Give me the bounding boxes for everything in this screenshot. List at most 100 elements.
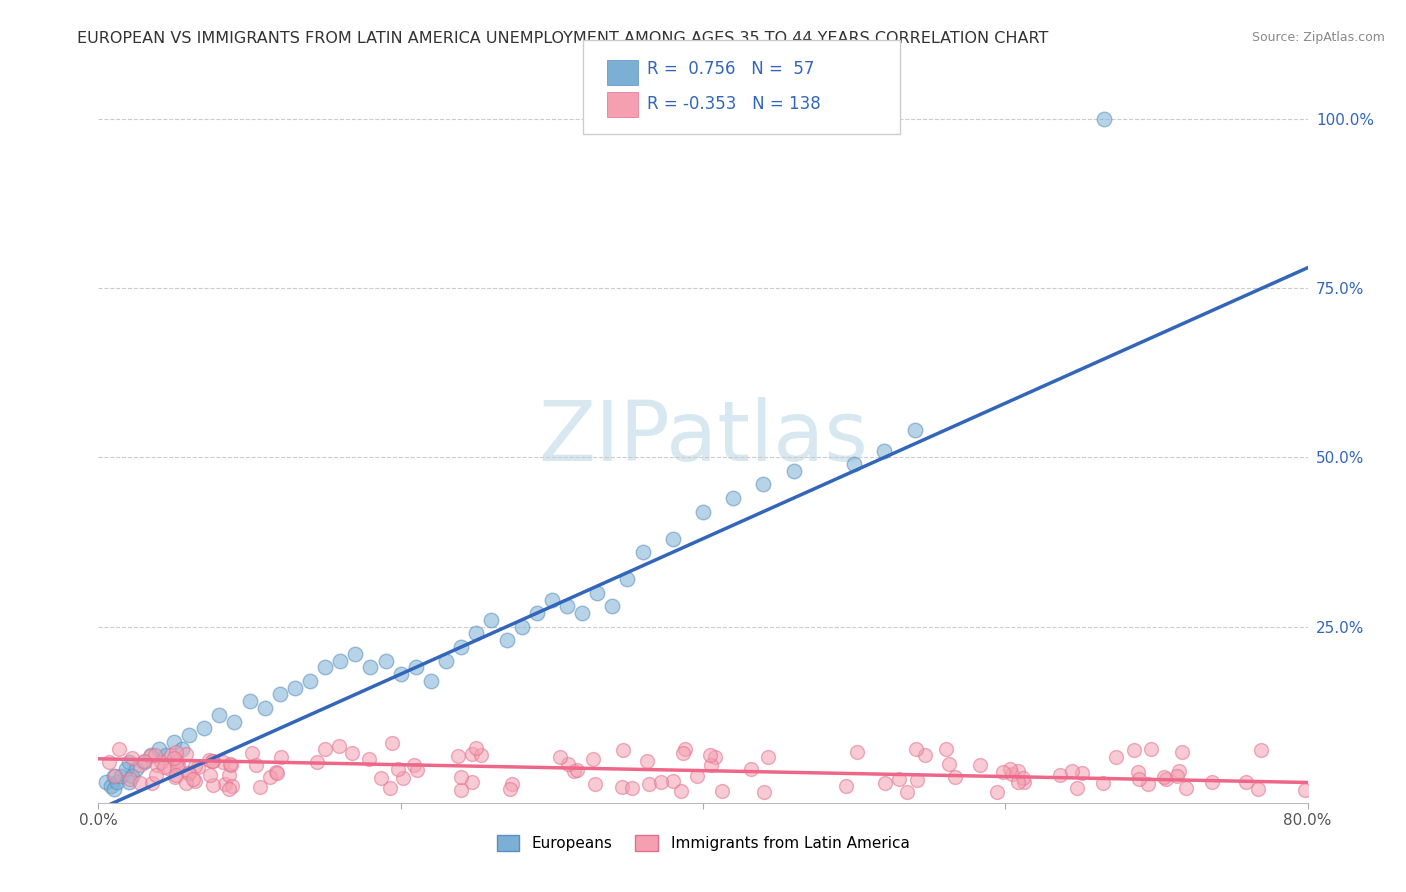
Point [163, 751, 186, 765]
Text: EUROPEAN VS IMMIGRANTS FROM LATIN AMERICA UNEMPLOYMENT AMONG AGES 35 TO 44 YEARS: EUROPEAN VS IMMIGRANTS FROM LATIN AMERIC… [77, 31, 1049, 46]
Point [202, 778, 225, 792]
Point [1247, 781, 1270, 796]
Point [565, 763, 588, 777]
Point [214, 777, 236, 791]
Point [783, 464, 806, 478]
Point [259, 770, 281, 784]
Text: Source: ZipAtlas.com: Source: ZipAtlas.com [1251, 31, 1385, 45]
Point [120, 772, 142, 787]
Point [305, 755, 328, 769]
Point [914, 748, 936, 763]
Point [501, 777, 523, 791]
Point [571, 606, 593, 620]
Point [1170, 745, 1192, 759]
Point [198, 768, 221, 782]
Point [165, 768, 187, 782]
Point [1234, 775, 1257, 789]
Point [181, 772, 204, 787]
Point [1012, 775, 1035, 789]
Point [540, 592, 562, 607]
Point [661, 532, 683, 546]
Point [998, 762, 1021, 776]
Point [177, 766, 200, 780]
Point [450, 770, 472, 784]
Point [387, 763, 409, 777]
Text: R =  0.756   N =  57: R = 0.756 N = 57 [647, 60, 814, 78]
Point [450, 783, 472, 797]
Point [174, 776, 197, 790]
Point [461, 747, 484, 762]
Point [612, 743, 634, 757]
Point [904, 423, 927, 437]
Point [699, 758, 721, 772]
Point [1007, 764, 1029, 778]
Point [465, 626, 488, 640]
Point [218, 768, 240, 782]
Point [699, 747, 721, 762]
Point [686, 769, 709, 783]
Point [672, 746, 695, 760]
Point [184, 759, 207, 773]
Point [1049, 767, 1071, 781]
Point [108, 741, 131, 756]
Point [550, 750, 572, 764]
Point [314, 660, 336, 674]
Point [100, 779, 122, 793]
Point [219, 758, 242, 772]
Text: R = -0.353   N = 138: R = -0.353 N = 138 [647, 95, 821, 113]
Point [145, 768, 167, 782]
Point [526, 606, 548, 620]
Point [673, 742, 696, 756]
Point [165, 770, 187, 784]
Point [481, 613, 503, 627]
Point [270, 749, 292, 764]
Point [211, 755, 233, 769]
Point [905, 773, 928, 788]
Point [631, 545, 654, 559]
Point [616, 572, 638, 586]
Point [557, 756, 579, 771]
Point [159, 762, 181, 776]
Point [461, 775, 484, 789]
Point [118, 775, 141, 789]
Point [328, 739, 350, 753]
Point [125, 762, 148, 776]
Point [875, 776, 897, 790]
Point [201, 754, 224, 768]
Point [121, 769, 143, 783]
Point [360, 660, 382, 674]
Point [314, 741, 336, 756]
Point [1071, 766, 1094, 780]
Point [447, 748, 470, 763]
Point [1156, 772, 1178, 787]
Point [239, 694, 262, 708]
Point [896, 785, 918, 799]
Point [586, 586, 609, 600]
Point [703, 750, 725, 764]
Point [1128, 772, 1150, 786]
Point [208, 707, 231, 722]
Point [650, 775, 672, 789]
Point [105, 775, 128, 789]
Point [187, 760, 209, 774]
Point [710, 783, 733, 797]
Point [835, 779, 858, 793]
Point [139, 748, 162, 763]
Point [938, 756, 960, 771]
Point [1139, 742, 1161, 756]
Point [174, 747, 197, 761]
Point [873, 443, 896, 458]
Point [344, 647, 367, 661]
Point [359, 752, 381, 766]
Point [110, 769, 132, 783]
Point [148, 741, 170, 756]
Point [121, 751, 143, 765]
Point [465, 740, 488, 755]
Point [402, 757, 425, 772]
Point [510, 620, 533, 634]
Point [602, 599, 624, 614]
Point [1092, 112, 1115, 126]
Point [103, 769, 125, 783]
Point [374, 654, 396, 668]
Point [370, 771, 392, 785]
